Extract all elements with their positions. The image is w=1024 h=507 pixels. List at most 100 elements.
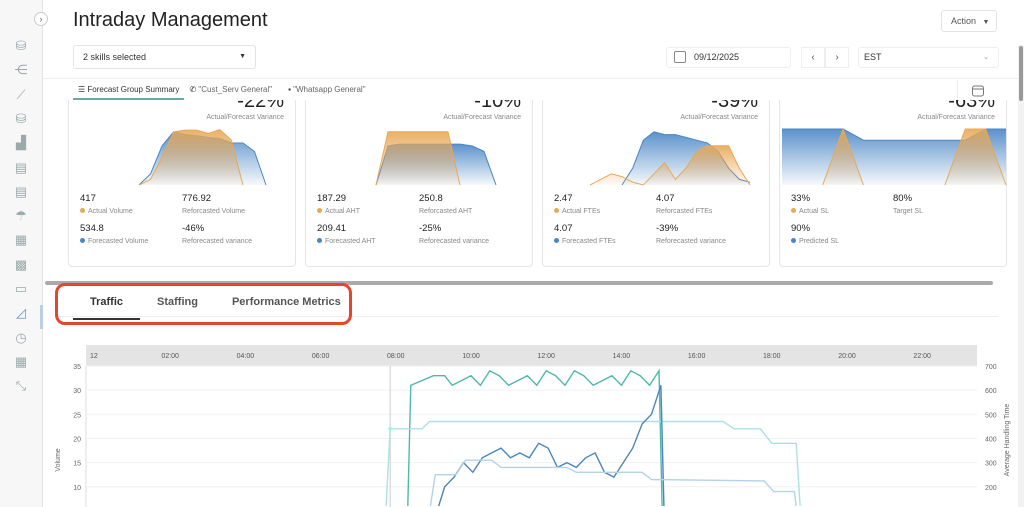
database-settings-icon[interactable]: ⛁ xyxy=(15,110,27,126)
umbrella-icon[interactable]: ☂ xyxy=(15,208,27,224)
x-tick-label: 02:00 xyxy=(161,353,179,360)
forecast-group-tabs: ☰ Forecast Group Summary ✆ "Cust_Serv Ge… xyxy=(73,82,371,100)
chat-icon: ▪ xyxy=(288,85,294,94)
sparkline-chart xyxy=(589,131,751,186)
variance-value: -10% xyxy=(474,100,521,112)
tab-label: "Cust_Serv General" xyxy=(198,85,273,94)
calendar-icon[interactable]: ▭ xyxy=(14,281,28,296)
variance-label: Actual/Forecast Variance xyxy=(206,114,284,121)
metric-value: 33% xyxy=(791,193,811,204)
metric-value: 4.07 xyxy=(656,193,675,204)
x-tick-label: 20:00 xyxy=(838,353,856,360)
action-label: Action xyxy=(951,16,977,26)
tab-traffic[interactable]: Traffic xyxy=(73,293,141,320)
grid-clock-icon[interactable]: ▦ xyxy=(14,232,28,248)
sparkline-chart xyxy=(782,127,1007,186)
actual-series-line xyxy=(589,145,751,186)
tab-forecast-group-summary[interactable]: ☰ Forecast Group Summary xyxy=(73,82,185,100)
divider xyxy=(58,316,998,317)
next-day-button[interactable]: › xyxy=(825,47,849,68)
metric-value: 90% xyxy=(791,223,811,234)
y2-tick-label: 500 xyxy=(985,412,997,419)
metric-label: Predicted SL xyxy=(791,238,839,245)
actual-series-area xyxy=(376,131,460,185)
metric-label: Target SL xyxy=(893,208,923,215)
forecast-dot-icon xyxy=(554,238,559,243)
page-scrollbar-thumb[interactable] xyxy=(1019,46,1023,101)
summary-card-volume: Volume -22% Actual/Forecast Variance 417… xyxy=(68,100,296,267)
metric-label: Actual Volume xyxy=(80,208,133,215)
metric-label: Reforecasted variance xyxy=(182,238,253,245)
horizontal-scrollbar[interactable] xyxy=(45,281,993,285)
tab-label: "Whatsapp General" xyxy=(293,85,366,94)
sparkline-chart xyxy=(375,131,497,186)
database-icon[interactable]: ⛁ xyxy=(15,38,27,53)
share-nodes-icon[interactable]: ⋲ xyxy=(14,62,28,78)
metric-value: 250.8 xyxy=(419,193,443,204)
metric-value: -25% xyxy=(419,223,442,234)
timezone-select[interactable]: EST ⌄ xyxy=(858,47,999,68)
calendar-grid-icon[interactable]: ▩ xyxy=(14,256,28,272)
metric-label: Actual FTEs xyxy=(554,208,600,215)
y-tick-label: 10 xyxy=(73,485,81,492)
metric-label: Reforcasted AHT xyxy=(419,208,473,215)
y2-tick-label: 400 xyxy=(985,436,997,443)
series-line-1 xyxy=(407,368,663,507)
panel-toggle-button[interactable] xyxy=(957,80,997,102)
metric-value: 417 xyxy=(80,193,96,204)
summary-cards: Volume -22% Actual/Forecast Variance 417… xyxy=(43,100,1018,272)
tab-cust-serv-general[interactable]: ✆ "Cust_Serv General" xyxy=(184,82,277,100)
metric-value: 187.29 xyxy=(317,193,347,204)
caret-down-icon: ▼ xyxy=(239,53,246,60)
sidebar: ⛁ ⋲ ⟋ ⛁ ▟ ▤ ▤ ☂ ▦ ▩ ▭ ◿ ◷ ▦ ⤡ xyxy=(0,0,43,507)
metric-label: Reforcasted Volume xyxy=(182,208,246,215)
tab-staffing[interactable]: Staffing xyxy=(157,296,198,308)
metric-value: 80% xyxy=(893,193,913,204)
actual-series-line xyxy=(822,127,864,186)
y2-tick-label: 300 xyxy=(985,461,997,468)
variance-value: -39% xyxy=(711,100,758,112)
area-chart-icon[interactable]: ◿ xyxy=(16,305,26,321)
summary-card-service-level: Service Level -63% Actual/Forecast Varia… xyxy=(779,100,1007,267)
actual-dot-icon xyxy=(554,208,559,213)
x-tick-label: 10:00 xyxy=(462,353,480,360)
table-clock-icon[interactable]: ▦ xyxy=(14,353,28,369)
bar-growth-icon[interactable]: ▟ xyxy=(16,135,26,151)
date-picker[interactable]: 09/12/2025 xyxy=(666,47,791,68)
metric-value: -39% xyxy=(656,223,679,234)
document-check-icon[interactable]: ▤ xyxy=(14,183,28,199)
collapse-arrows-icon[interactable]: ⤡ xyxy=(15,378,27,394)
x-tick-label: 14:00 xyxy=(613,353,631,360)
tab-performance-metrics[interactable]: Performance Metrics xyxy=(231,296,341,308)
actual-series-line xyxy=(138,128,244,186)
forecast-dot-icon xyxy=(317,238,322,243)
y2-axis-label: Average Handling Time xyxy=(1004,404,1011,477)
y-tick-label: 25 xyxy=(73,412,81,419)
calendar-icon xyxy=(674,51,686,63)
expand-sidebar-button[interactable]: › xyxy=(34,12,48,26)
clock-settings-icon[interactable]: ◷ xyxy=(15,329,27,345)
metric-label: Actual AHT xyxy=(317,208,360,215)
date-value: 09/12/2025 xyxy=(694,52,740,62)
y2-tick-label: 600 xyxy=(985,388,997,395)
y-tick-label: 35 xyxy=(73,364,81,371)
x-tick-label: 16:00 xyxy=(688,353,706,360)
series-line-3 xyxy=(438,385,665,507)
x-tick-label: 12 xyxy=(90,353,98,360)
chevron-down-icon: ⌄ xyxy=(983,54,989,61)
y2-tick-label: 200 xyxy=(985,485,997,492)
prev-day-button[interactable]: ‹ xyxy=(801,47,825,68)
skills-select[interactable]: 2 skills selected ▼ xyxy=(73,45,256,69)
data-point xyxy=(388,426,392,431)
document-icon[interactable]: ▤ xyxy=(14,159,28,175)
tab-whatsapp-general[interactable]: ▪ "Whatsapp General" xyxy=(283,82,370,100)
action-dropdown[interactable]: Action ▼ xyxy=(941,10,997,32)
tab-label: Forecast Group Summary xyxy=(87,85,180,94)
series-line-4 xyxy=(429,459,797,507)
line-chart-icon[interactable]: ⟋ xyxy=(16,86,26,102)
actual-dot-icon xyxy=(317,208,322,213)
metric-label: Forecasted AHT xyxy=(317,238,376,245)
x-tick-label: 04:00 xyxy=(237,353,255,360)
metric-label: Reforcasted FTEs xyxy=(656,208,713,215)
page-scrollbar[interactable] xyxy=(1018,45,1024,507)
